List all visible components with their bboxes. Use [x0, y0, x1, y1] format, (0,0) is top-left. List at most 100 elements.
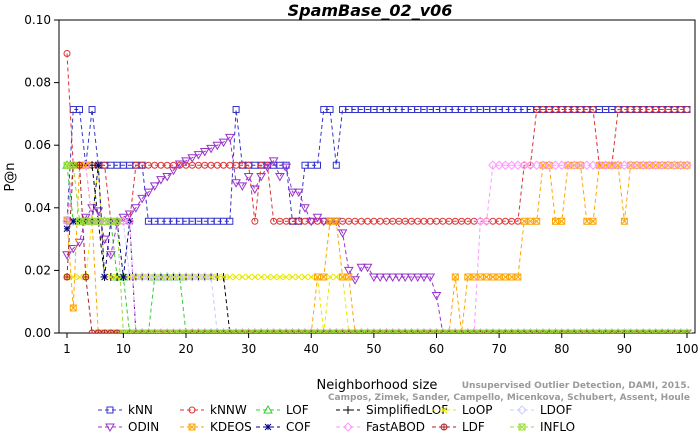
- point-odin: [281, 163, 292, 173]
- point-inflo: [539, 329, 547, 333]
- point-fastabod: [62, 216, 72, 226]
- point-knn: [326, 106, 334, 114]
- point-loop: [326, 273, 334, 281]
- point-odin: [369, 273, 379, 282]
- point-kdeos: [514, 273, 522, 281]
- point-kdeos: [320, 273, 328, 281]
- point-ldof: [168, 272, 179, 282]
- point-inflo: [238, 329, 246, 333]
- point-inflo: [508, 329, 516, 333]
- legend-marker: [106, 406, 114, 414]
- point-odin: [275, 173, 285, 182]
- point-inflo: [658, 329, 666, 333]
- point-inflo: [401, 329, 409, 333]
- point-inflo: [288, 329, 296, 333]
- point-inflo: [301, 329, 309, 333]
- point-odin: [131, 204, 141, 213]
- point-inflo: [608, 329, 616, 333]
- x-tick-label: 70: [491, 342, 506, 356]
- point-kdeos: [589, 217, 597, 225]
- series-loop: [63, 161, 691, 333]
- point-loop: [264, 273, 271, 281]
- point-ldof: [187, 272, 197, 282]
- point-loop: [107, 273, 115, 281]
- point-fastabod: [118, 216, 129, 226]
- series-layer: [62, 49, 692, 333]
- point-odin: [187, 154, 198, 163]
- point-odin: [412, 273, 423, 282]
- point-odin: [199, 147, 210, 157]
- point-fastabod: [494, 160, 504, 170]
- series-line-knnw: [66, 53, 687, 222]
- point-odin: [137, 194, 148, 204]
- point-fastabod: [563, 160, 573, 170]
- point-inflo: [63, 161, 71, 169]
- series-line-odin: [66, 136, 687, 333]
- series-line-kdeos: [66, 164, 687, 333]
- point-inflo: [282, 329, 290, 333]
- point-fastabod: [663, 160, 673, 170]
- y-tick-label: 0.02: [24, 263, 51, 277]
- point-inflo: [364, 329, 372, 333]
- point-kdeos: [332, 217, 340, 225]
- legend-marker: [518, 423, 526, 431]
- point-ldof: [181, 272, 191, 282]
- legend-marker: [517, 405, 527, 415]
- point-inflo: [339, 329, 347, 333]
- point-odin: [93, 207, 104, 216]
- point-fastabod: [531, 160, 542, 170]
- attribution-line-1: Unsupervised Outlier Detection, DAMI, 20…: [462, 381, 690, 391]
- point-inflo: [664, 329, 672, 333]
- point-kdeos: [489, 273, 497, 281]
- point-fastabod: [544, 160, 554, 170]
- point-inflo: [213, 329, 221, 333]
- point-odin: [300, 204, 310, 213]
- point-fastabod: [81, 160, 91, 170]
- point-inflo: [251, 329, 259, 333]
- point-inflo: [633, 329, 641, 333]
- point-ldof: [143, 272, 154, 282]
- point-ldf: [113, 329, 121, 333]
- point-kdeos: [451, 273, 459, 281]
- x-tick-label: 90: [617, 342, 632, 356]
- point-inflo: [677, 329, 685, 333]
- point-inflo: [589, 329, 597, 333]
- point-odin: [118, 213, 129, 223]
- y-tick-label: 0.08: [24, 76, 51, 90]
- point-kdeos: [483, 273, 491, 281]
- point-inflo: [151, 329, 159, 333]
- point-inflo: [257, 329, 265, 333]
- point-kdeos: [533, 217, 541, 225]
- point-odin: [400, 273, 411, 282]
- point-odin: [243, 173, 254, 182]
- point-inflo: [188, 329, 196, 333]
- legend-item-knnw: kNNW: [180, 403, 247, 417]
- legend-label: LDOF: [540, 403, 572, 417]
- point-inflo: [357, 329, 365, 333]
- point-inflo: [195, 329, 203, 333]
- x-axis-label: Neighborhood size: [317, 378, 438, 393]
- legend-item-ldf: LDF: [432, 420, 485, 434]
- point-odin: [431, 291, 442, 301]
- point-knn: [332, 161, 340, 169]
- point-knn: [76, 106, 84, 114]
- point-loop: [289, 273, 296, 281]
- point-inflo: [570, 329, 578, 333]
- legend-label: COF: [286, 420, 311, 434]
- legend-label: LOF: [286, 403, 309, 417]
- x-tick-label: 30: [241, 342, 256, 356]
- series-line-loop: [67, 165, 687, 333]
- point-fastabod: [124, 216, 135, 226]
- x-tick-label: 50: [366, 342, 381, 356]
- legend-label: LoOP: [462, 403, 493, 417]
- point-fastabod: [588, 160, 598, 170]
- point-inflo: [432, 329, 440, 333]
- point-fastabod: [644, 160, 655, 170]
- series-line-inflo: [67, 164, 687, 333]
- point-odin: [124, 210, 135, 220]
- point-inflo: [351, 329, 359, 333]
- legend-marker: [105, 423, 115, 433]
- point-inflo: [614, 329, 622, 333]
- legend-label: INFLO: [540, 420, 575, 434]
- point-inflo: [602, 329, 610, 333]
